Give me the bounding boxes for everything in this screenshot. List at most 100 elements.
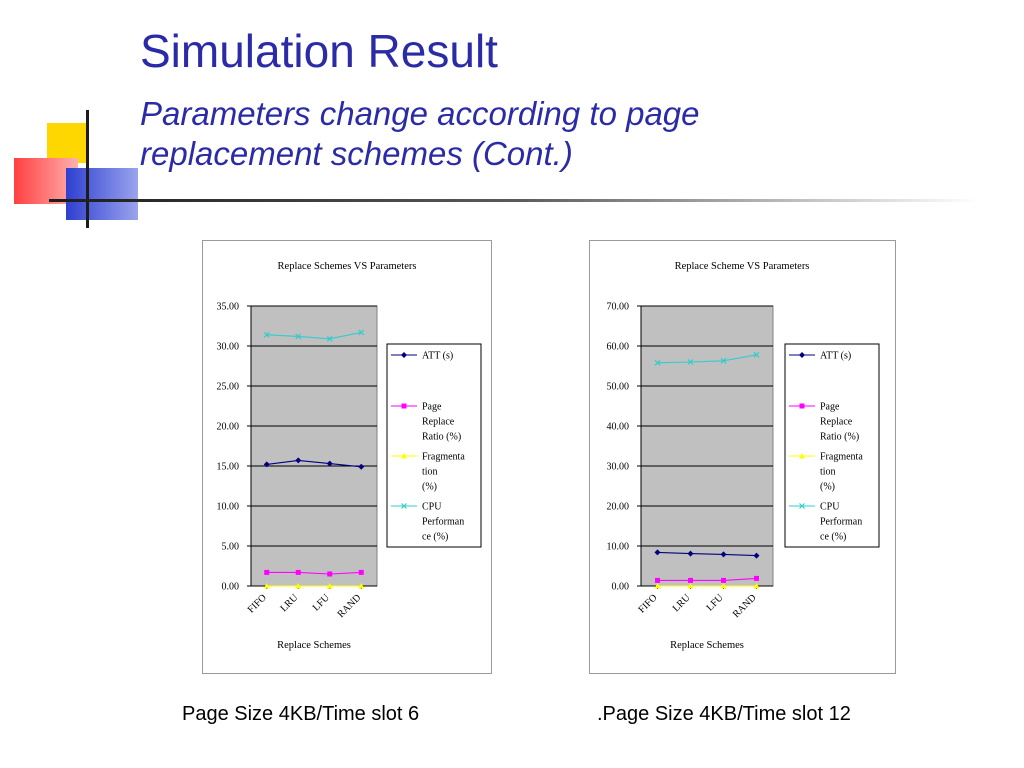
y-tick-label: 70.00 xyxy=(607,302,630,313)
data-point xyxy=(295,583,302,589)
data-point xyxy=(687,550,694,557)
legend-label: Performan xyxy=(820,517,862,528)
chart-panel-2: Replace Scheme VS Parameters 70.00 60.00 50… xyxy=(589,240,896,674)
legend-label: Fragmenta xyxy=(422,452,465,463)
data-point xyxy=(326,460,333,467)
data-point xyxy=(654,359,661,366)
y-tick-label: 10.00 xyxy=(607,542,630,553)
data-point xyxy=(654,583,661,589)
caption-2: .Page Size 4KB/Time slot 12 xyxy=(597,703,851,725)
caption-1: Page Size 4KB/Time slot 6 xyxy=(182,703,420,725)
x-tick-label: LFU xyxy=(311,592,333,614)
data-point xyxy=(263,461,270,468)
legend-label: Ratio (%) xyxy=(820,432,859,443)
data-point xyxy=(720,583,727,589)
data-point xyxy=(295,569,301,575)
y-tick-label: 30.00 xyxy=(217,342,240,353)
data-point xyxy=(264,569,270,575)
legend-label: Fragmenta xyxy=(820,452,863,463)
series-line xyxy=(266,331,362,340)
plot-area xyxy=(250,305,378,587)
legend-box xyxy=(386,343,482,548)
legend-marker xyxy=(799,352,805,358)
y-tick-label: 60.00 xyxy=(607,342,630,353)
x-tick-label: FIFO xyxy=(637,592,660,615)
legend-marker xyxy=(401,453,407,459)
data-point xyxy=(326,335,333,342)
data-point xyxy=(326,583,333,589)
x-tick-label: FIFO xyxy=(246,592,269,615)
data-point xyxy=(688,577,693,583)
legend-label: ce (%) xyxy=(422,532,448,543)
legend-label: (%) xyxy=(422,482,437,493)
title-underline xyxy=(49,199,979,202)
series-line xyxy=(657,354,757,364)
y-tick-label: 20.00 xyxy=(217,422,240,433)
series-line xyxy=(266,571,362,575)
legend-label: Ratio (%) xyxy=(422,432,461,443)
chart-panel-1: Replace Schemes VS Parameters 35.00 30.00 2… xyxy=(202,240,492,674)
data-point xyxy=(327,571,333,577)
x-axis-label: Replace Schemes xyxy=(277,640,351,651)
data-point xyxy=(263,331,270,338)
y-tick-label: 0.00 xyxy=(222,582,240,593)
data-point xyxy=(753,552,760,559)
data-point xyxy=(358,583,365,589)
legend-label: CPU xyxy=(422,502,442,513)
legend-marker xyxy=(799,503,805,509)
legend-label: tion xyxy=(820,467,836,478)
legend-marker xyxy=(799,403,805,409)
legend-label: Replace xyxy=(422,417,455,428)
chart-title: Replace Scheme VS Parameters xyxy=(675,261,810,272)
x-tick-label: LRU xyxy=(671,592,693,614)
decor-yellow-square xyxy=(47,123,87,163)
legend-label: (%) xyxy=(820,482,835,493)
series-line xyxy=(657,577,757,581)
y-tick-label: 50.00 xyxy=(607,382,630,393)
data-point xyxy=(358,329,365,336)
legend-marker xyxy=(799,453,805,459)
data-point xyxy=(655,577,660,583)
data-point xyxy=(753,583,760,589)
data-point xyxy=(687,359,694,365)
legend-marker xyxy=(401,403,407,409)
legend-label: Performan xyxy=(422,517,464,528)
decor-blue-square xyxy=(66,168,138,220)
y-tick-label: 5.00 xyxy=(222,542,240,553)
slide-title: Simulation Result xyxy=(140,25,498,77)
chart-title: Replace Schemes VS Parameters xyxy=(278,261,417,272)
data-point xyxy=(654,549,661,556)
legend-label: Replace xyxy=(820,417,853,428)
legend-label: ce (%) xyxy=(820,532,846,543)
slide-subtitle: Parameters change according to page repl… xyxy=(140,95,700,172)
y-tick-label: 0.00 xyxy=(612,582,630,593)
x-tick-label: LFU xyxy=(704,592,726,614)
data-point xyxy=(263,583,270,589)
data-point xyxy=(358,463,365,470)
legend-label: Page xyxy=(422,402,442,413)
y-tick-label: 30.00 xyxy=(607,462,630,473)
legend-box xyxy=(784,343,880,548)
x-axis-label: Replace Schemes xyxy=(670,640,744,651)
y-tick-label: 15.00 xyxy=(217,462,240,473)
plot-area xyxy=(640,305,774,587)
legend-marker xyxy=(401,503,407,509)
y-tick-label: 25.00 xyxy=(217,382,240,393)
x-tick-label: LRU xyxy=(278,592,300,614)
legend-marker xyxy=(401,352,407,358)
legend-label: ATT (s) xyxy=(422,351,453,362)
x-tick-label: RAND xyxy=(336,592,364,620)
y-tick-label: 20.00 xyxy=(607,502,630,513)
data-point xyxy=(721,577,726,583)
legend-label: tion xyxy=(422,467,438,478)
series-line xyxy=(266,459,362,468)
y-tick-label: 10.00 xyxy=(217,502,240,513)
x-tick-label: RAND xyxy=(731,592,759,620)
data-point xyxy=(687,583,694,589)
data-point xyxy=(295,333,302,340)
chart-1: Replace Schemes VS Parameters 35.00 30.00 2… xyxy=(217,261,482,651)
legend-label: Page xyxy=(820,402,840,413)
chart-2: Replace Scheme VS Parameters 70.00 60.00 50… xyxy=(607,261,880,651)
data-point xyxy=(753,351,760,358)
series-line xyxy=(657,551,757,557)
